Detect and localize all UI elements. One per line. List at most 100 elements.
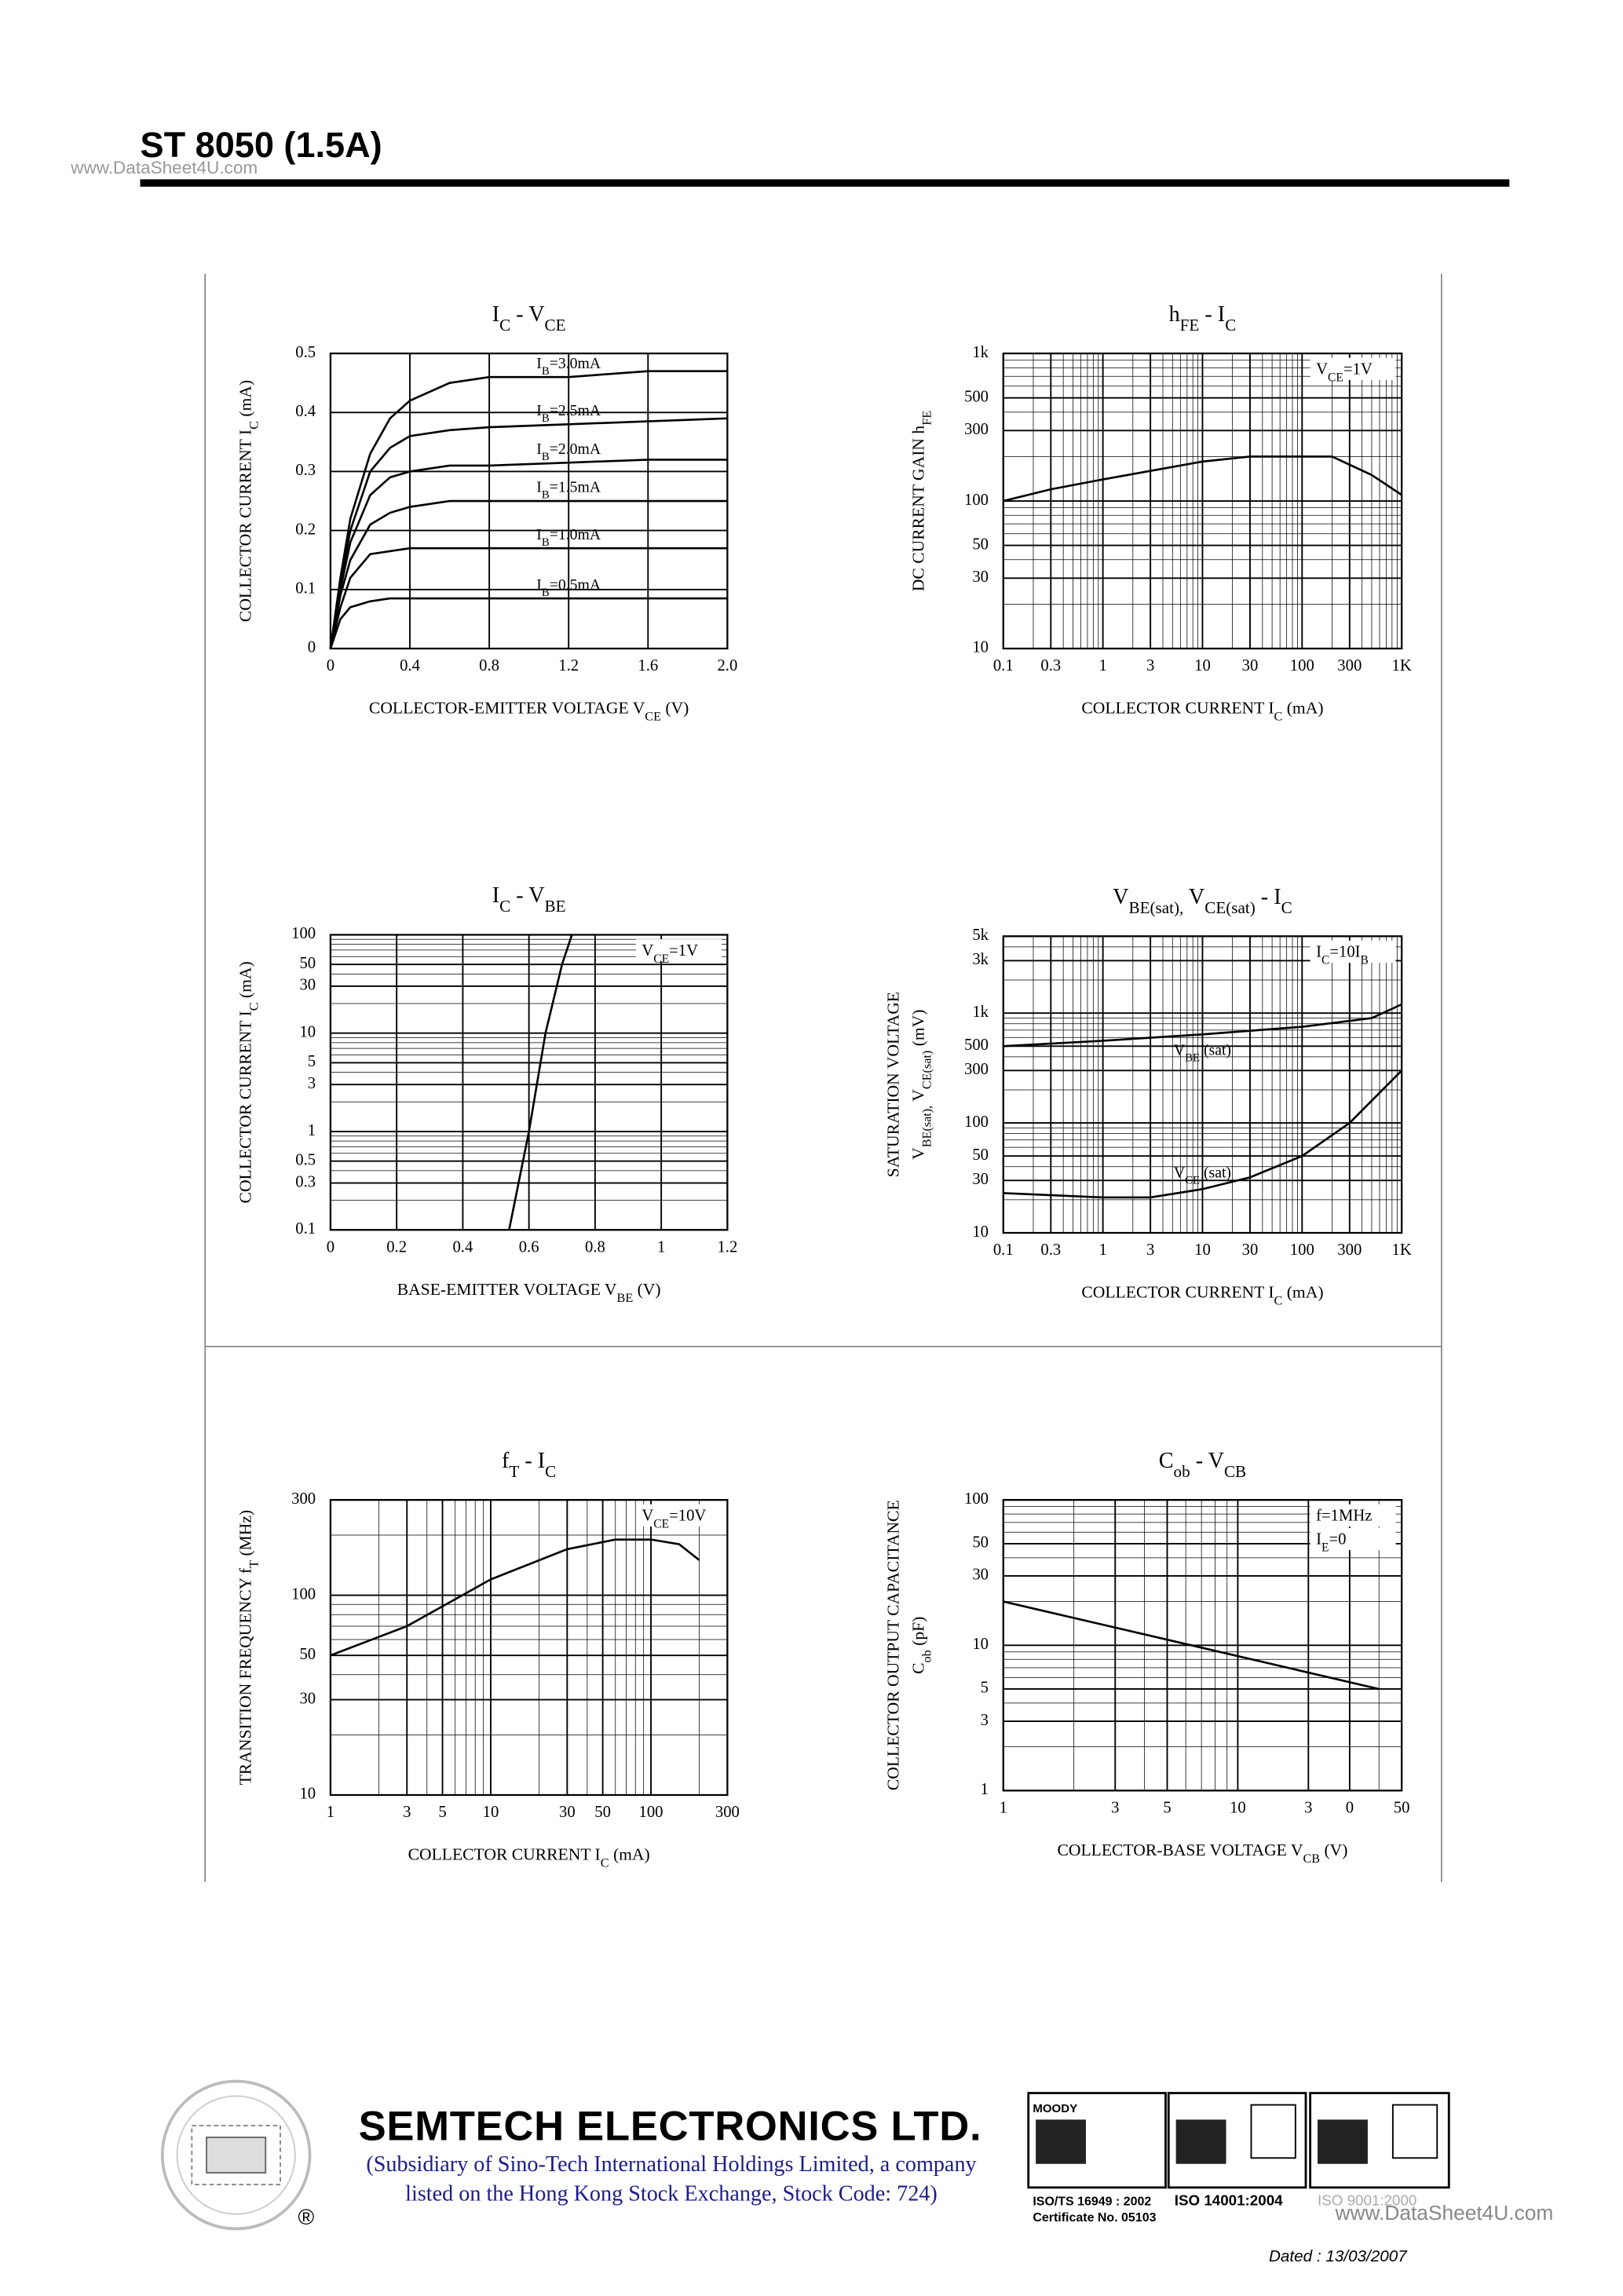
x-axis-label-part: COLLECTOR CURRENT I: [408, 1845, 601, 1864]
chart-title-part: h: [1169, 302, 1180, 327]
x-axis-label-part: (V): [633, 1280, 660, 1299]
cert-brand: MOODY: [1033, 2102, 1077, 2115]
y-tick-label: 100: [964, 492, 989, 509]
x-axis-label-part: COLLECTOR CURRENT I: [1081, 1283, 1274, 1302]
y-tick-label: 1k: [972, 344, 989, 361]
series-label-part: =3.0mA: [550, 355, 601, 372]
y-tick-label: 100: [964, 1490, 989, 1508]
y-tick-label: 3: [308, 1075, 316, 1092]
x-axis-label-part: (mA): [1282, 1283, 1323, 1302]
y-axis-label-part: FE: [919, 411, 934, 426]
y-axis-label-part: COLLECTOR CURRENT I: [236, 1011, 254, 1203]
y-tick-label: 30: [972, 569, 989, 586]
plot-frame: [1002, 1499, 1403, 1792]
y-tick-label: 10: [972, 1223, 989, 1241]
y-tick-label: 100: [291, 925, 316, 942]
annotation-part: V: [1316, 360, 1328, 378]
y-tick-label: 500: [964, 388, 989, 405]
y-axis-label: DC CURRENT GAIN hFE: [908, 411, 934, 591]
y-tick-label: 5k: [972, 927, 989, 944]
chart-title-part: - V: [510, 302, 545, 327]
data-line: [329, 499, 728, 649]
x-tick-label: 3: [1111, 1800, 1119, 1817]
x-axis-label-part: (mA): [609, 1845, 650, 1864]
y-tick-label: 0.1: [295, 580, 316, 598]
x-axis-label-part: COLLECTOR-EMITTER VOLTAGE V: [369, 699, 645, 718]
y-tick-label: 0.3: [295, 1173, 316, 1190]
x-tick-label: 1: [327, 1804, 334, 1821]
x-tick-label: 0.8: [585, 1238, 605, 1256]
series-label: VBE (sat): [1174, 1042, 1231, 1065]
chart-title: VBE(sat), VCE(sat) - IC: [1113, 885, 1292, 917]
x-tick-label: 3: [1146, 1241, 1154, 1259]
y-tick-label: 10: [299, 1023, 316, 1040]
data-line: [1003, 1069, 1403, 1199]
y-axis-label: VBE(sat), VCE(sat) (mV): [908, 1010, 934, 1160]
y-tick-label: 0: [308, 639, 316, 656]
x-tick-label: 30: [1242, 657, 1259, 675]
y-axis-label-part: (MHz): [236, 1510, 254, 1560]
y-axis-label-part: COLLECTOR CURRENT I: [236, 430, 254, 622]
x-tick-label: 1K: [1392, 657, 1412, 675]
series-label-part: (sat): [1200, 1164, 1231, 1181]
chart-title-part: CE: [545, 316, 566, 335]
x-axis-label: COLLECTOR CURRENT IC (mA): [1081, 1283, 1323, 1308]
chart-title-part: - I: [1199, 302, 1225, 327]
header-rule: [140, 179, 1510, 187]
series-label-part: (sat): [1200, 1042, 1231, 1059]
data-line: [1003, 455, 1402, 503]
x-tick-label: 0.2: [386, 1238, 407, 1256]
chart-title-part: V: [1113, 885, 1129, 909]
y-axis-label-part: C: [247, 1002, 261, 1011]
annotation: VCE=10V: [642, 1507, 706, 1530]
x-axis-label-part: COLLECTOR CURRENT I: [1081, 699, 1274, 718]
y-axis-label-part: V: [908, 1147, 927, 1160]
series-label-part: B: [542, 451, 550, 463]
y-axis-label: COLLECTOR CURRENT IC (mA): [236, 380, 261, 622]
x-tick-label: 50: [1394, 1800, 1410, 1817]
chart-title: IC - VBE: [492, 883, 566, 916]
annotation-part: CE: [1328, 371, 1343, 384]
y-tick-label: 300: [964, 1061, 989, 1078]
annotation-part: f=1MHz: [1316, 1507, 1372, 1524]
cert-text: ISO 14001:2004: [1175, 2192, 1283, 2208]
x-tick-label: 0.3: [1040, 657, 1061, 675]
annotation: VCE=1V: [642, 942, 698, 966]
series-label-part: I: [536, 479, 542, 496]
series-label: VCE (sat): [1174, 1164, 1231, 1186]
chart-title-part: BE(sat),: [1129, 898, 1184, 917]
y-tick-label: 0.1: [295, 1220, 316, 1238]
x-tick-label: 5: [1163, 1800, 1171, 1817]
annotation-part: =10I: [1329, 944, 1360, 961]
series-label-part: BE: [1185, 1052, 1200, 1065]
cert-text: Certificate No. 05103: [1033, 2211, 1156, 2225]
data-line: [329, 370, 728, 649]
annotation-bg: [1310, 1504, 1396, 1526]
chart-title-part: T: [509, 1462, 519, 1481]
x-axis-label-part: BE: [617, 1291, 634, 1305]
chart-title-part: V: [1183, 885, 1205, 909]
y-tick-label: 300: [964, 421, 989, 438]
annotation-bg: [1310, 940, 1396, 963]
chart-title-part: CE(sat): [1204, 898, 1256, 917]
y-tick-label: 500: [964, 1036, 989, 1054]
x-tick-label: 0.1: [993, 1241, 1014, 1259]
y-axis-label: COLLECTOR CURRENT IC (mA): [236, 961, 261, 1203]
y-axis-label-part: TRANSITION FREQUENCY f: [236, 1567, 254, 1785]
chart-title-part: C: [545, 1462, 556, 1481]
x-axis-label-part: CB: [1303, 1852, 1320, 1866]
y-tick-label: 0.2: [295, 521, 316, 538]
x-tick-label: 5: [438, 1804, 446, 1821]
y-axis-label-part: V: [908, 1089, 927, 1106]
series-label-part: V: [1174, 1164, 1186, 1181]
y-tick-label: 30: [972, 1567, 989, 1584]
x-tick-label: 1: [657, 1238, 665, 1256]
x-axis-label-part: C: [1274, 1294, 1283, 1308]
series-label: IB=3.0mA: [536, 355, 601, 378]
series-label: IB=2.5mA: [536, 402, 601, 425]
annotation: VCE=1V: [1316, 360, 1373, 383]
chart-title-part: C: [499, 897, 510, 916]
y-tick-label: 300: [291, 1490, 316, 1508]
x-tick-label: 10: [483, 1804, 499, 1821]
chart-title-part: - V: [1190, 1449, 1225, 1473]
